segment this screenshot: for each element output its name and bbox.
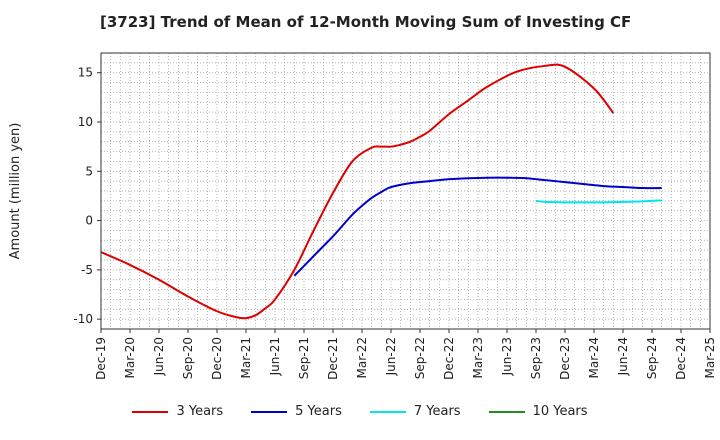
x-tick-label: Sep-21 — [297, 337, 311, 379]
x-tick-label: Dec-20 — [210, 337, 224, 380]
plot-area-background — [101, 53, 710, 329]
legend-item: 3 Years — [132, 404, 223, 419]
legend-label: 5 Years — [295, 404, 342, 419]
x-axis-ticks: Dec-19 Mar-20 Jun-20 Sep-20 Dec-20 Mar-21 Jun-… — [94, 329, 717, 380]
x-tick-label: Jun-23 — [500, 337, 514, 376]
x-tick-label: Jun-24 — [616, 337, 630, 376]
plot-area-border — [100, 52, 711, 330]
x-tick-label: Mar-20 — [123, 337, 137, 378]
legend-label: 7 Years — [413, 404, 461, 419]
legend-swatch — [488, 410, 525, 413]
x-tick-label: Mar-24 — [587, 337, 601, 378]
legend-item: 10 Years — [488, 404, 588, 419]
y-tick-label: 5 — [85, 164, 93, 178]
x-tick-label: Dec-21 — [326, 337, 340, 380]
legend-swatch — [369, 410, 406, 413]
x-tick-label: Jun-22 — [384, 337, 398, 376]
y-tick-label: 10 — [78, 115, 93, 129]
y-axis-label: Amount (million yen) — [8, 123, 23, 260]
x-tick-label: Jun-20 — [152, 337, 166, 376]
y-tick-label: -5 — [81, 263, 93, 277]
x-tick-label: Mar-25 — [703, 337, 717, 378]
legend-label: 3 Years — [176, 404, 224, 419]
x-tick-label: Dec-19 — [94, 337, 108, 380]
x-tick-label: Mar-22 — [355, 337, 369, 378]
x-tick-label: Sep-22 — [413, 337, 427, 379]
x-tick-label: Sep-20 — [181, 337, 195, 379]
legend-swatch — [251, 410, 288, 413]
legend: 3 Years 5 Years 7 Years 10 Years — [0, 404, 720, 419]
series-line-7-years — [535, 199, 662, 204]
x-tick-label: Sep-24 — [645, 337, 659, 379]
legend-label: 10 Years — [532, 404, 588, 419]
x-tick-label: Dec-23 — [558, 337, 572, 380]
x-tick-label: Dec-24 — [674, 337, 688, 380]
x-tick-label: Jun-21 — [268, 337, 282, 376]
y-tick-label: -10 — [73, 312, 93, 326]
legend-item: 7 Years — [369, 404, 461, 419]
y-tick-label: 0 — [85, 214, 93, 228]
chart-title: [3723] Trend of Mean of 12-Month Moving … — [100, 13, 632, 31]
x-tick-label: Mar-23 — [471, 337, 485, 378]
series-line-5-years — [293, 176, 662, 277]
x-tick-label: Mar-21 — [239, 337, 253, 378]
grid-lines — [101, 52, 710, 330]
legend-swatch — [132, 410, 169, 413]
x-tick-label: Sep-23 — [529, 337, 543, 379]
x-tick-label: Dec-22 — [442, 337, 456, 380]
series-lines — [100, 63, 662, 320]
y-tick-label: 15 — [78, 66, 93, 80]
legend-item: 5 Years — [251, 404, 342, 419]
y-axis-ticks: 15 10 5 0 -5 -10 — [73, 66, 101, 326]
series-line-3-years — [100, 63, 615, 320]
